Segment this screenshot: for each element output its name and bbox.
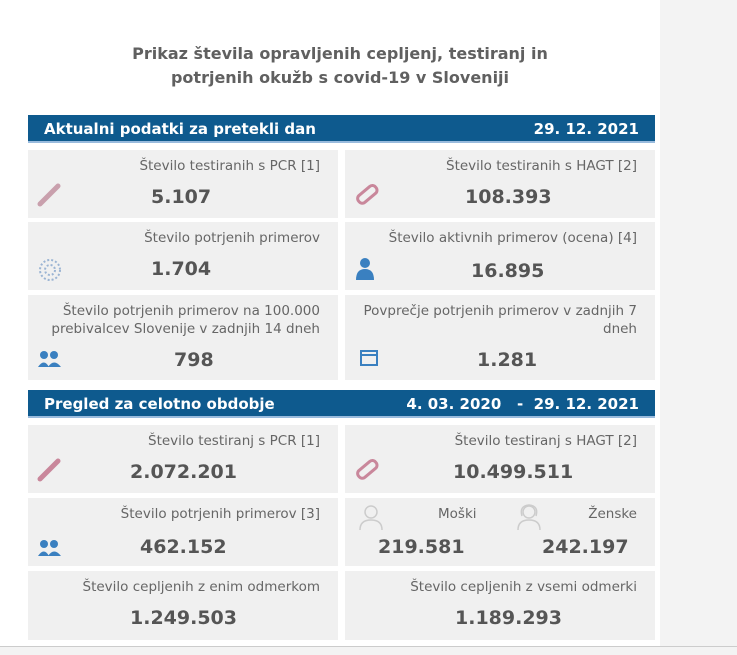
male-label: Moški (438, 506, 477, 522)
daily-active-label: Število aktivnih primerov (ocena) [4] (388, 230, 637, 246)
daily-hagt-card: Število testiranih s HAGT [2] 108.393 (345, 150, 655, 218)
daily-avg7-card: Povprečje potrjenih primerov v zadnjih 7… (345, 295, 655, 380)
daily-hagt-value: 108.393 (465, 186, 552, 208)
page-title: Prikaz števila opravljenih cepljenj, tes… (20, 42, 660, 90)
total-header-title: Pregled za celotno obdobje (44, 395, 275, 413)
test-tube-icon (37, 183, 61, 207)
daily-pcr-label: Število testiranih s PCR [1] (139, 158, 320, 174)
vaccall-label: Število cepljenih z vsemi odmerki (410, 579, 637, 595)
daily-per100k-value: 798 (174, 349, 214, 371)
vaccall-value: 1.189.293 (455, 607, 562, 629)
daily-pcr-card: Število testiranih s PCR [1] 5.107 (28, 150, 338, 218)
total-confirmed-label: Število potrjenih primerov [3] (120, 506, 320, 522)
vacc1-value: 1.249.503 (130, 607, 237, 629)
horizontal-scrollbar[interactable] (0, 646, 737, 655)
title-line-2: potrjenih okužb s covid-19 v Sloveniji (170, 68, 510, 87)
total-vaccall-card: Število cepljenih z vsemi odmerki 1.189.… (345, 571, 655, 640)
virus-icon (39, 259, 61, 281)
daily-per100k-card: Število potrjenih primerov na 100.000 pr… (28, 295, 338, 380)
female-label: Ženske (588, 506, 637, 522)
total-date-to: 29. 12. 2021 (533, 395, 639, 413)
total-header: Pregled za celotno obdobje 4. 03. 2020 - … (28, 390, 655, 418)
people-group-icon (38, 351, 61, 367)
female-value: 242.197 (542, 536, 629, 558)
total-date-range: 4. 03. 2020 - 29. 12. 2021 (406, 390, 639, 416)
total-vacc1-card: Število cepljenih z enim odmerkom 1.249.… (28, 571, 338, 640)
vacc1-label: Število cepljenih z enim odmerkom (82, 579, 320, 595)
rapid-test-icon (356, 184, 379, 205)
total-hagt-card: Število testiranj s HAGT [2] 10.499.511 (345, 425, 655, 493)
daily-avg7-value: 1.281 (477, 349, 538, 371)
male-icon (359, 505, 383, 530)
daily-hagt-label: Število testiranih s HAGT [2] (446, 158, 637, 174)
calendar-icon (360, 350, 378, 366)
daily-pcr-value: 5.107 (151, 186, 212, 208)
title-line-1: Prikaz števila opravljenih cepljenj, tes… (132, 44, 548, 63)
total-pcr-value: 2.072.201 (130, 461, 237, 483)
people-group-icon (38, 540, 61, 556)
total-hagt-value: 10.499.511 (453, 461, 574, 483)
daily-confirmed-card: Število potrjenih primerov 1.704 (28, 222, 338, 290)
person-icon (356, 258, 374, 280)
total-hagt-label: Število testiranj s HAGT [2] (454, 433, 637, 449)
total-confirmed-card: Število potrjenih primerov [3] 462.152 (28, 498, 338, 566)
daily-per100k-label: Število potrjenih primerov na 100.000 pr… (51, 303, 320, 337)
test-tube-icon (37, 458, 61, 482)
total-gender-card: Moški 219.581 Ženske 242.197 (345, 498, 655, 566)
background-area (660, 0, 737, 655)
daily-header-title: Aktualni podatki za pretekli dan (44, 120, 316, 138)
daily-avg7-label: Povprečje potrjenih primerov v zadnjih 7… (363, 303, 637, 337)
total-pcr-card: Število testiranj s PCR [1] 2.072.201 (28, 425, 338, 493)
daily-active-card: Število aktivnih primerov (ocena) [4] 16… (345, 222, 655, 290)
daily-header: Aktualni podatki za pretekli dan 29. 12. … (28, 115, 655, 143)
male-value: 219.581 (378, 536, 465, 558)
female-icon (517, 504, 541, 530)
total-confirmed-value: 462.152 (140, 536, 227, 558)
total-pcr-label: Število testiranj s PCR [1] (148, 433, 320, 449)
rapid-test-icon (356, 459, 379, 480)
daily-date: 29. 12. 2021 (533, 120, 639, 138)
daily-active-value: 16.895 (471, 260, 545, 282)
daily-confirmed-label: Število potrjenih primerov (144, 230, 320, 246)
daily-confirmed-value: 1.704 (151, 258, 212, 280)
total-date-from: 4. 03. 2020 (406, 395, 502, 413)
date-dash: - (516, 395, 524, 413)
